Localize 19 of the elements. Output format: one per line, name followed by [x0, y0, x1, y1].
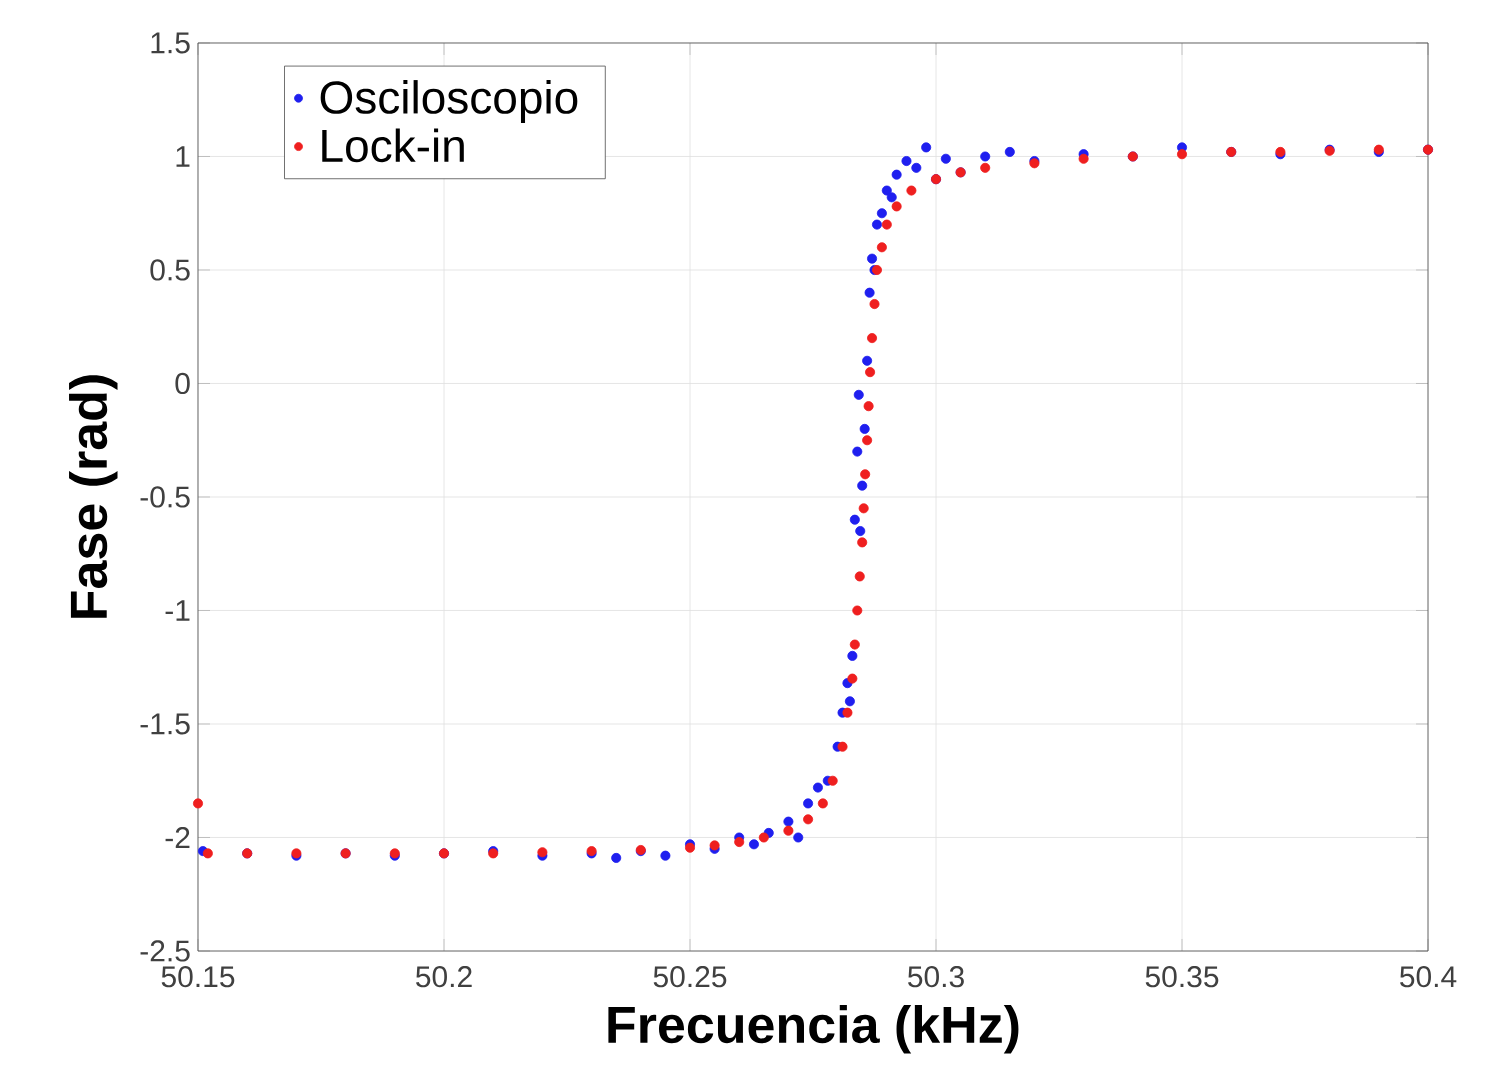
legend-label: Osciloscopio — [320, 80, 578, 123]
x-tick-label: 50.15 — [161, 966, 235, 988]
x-tick-label: 50.2 — [416, 966, 472, 988]
y-tick-label: 0.5 — [150, 259, 190, 281]
y-tick-label: 1.5 — [151, 32, 190, 54]
x-tick-label: 50.3 — [908, 966, 964, 988]
y-tick-label: 0 — [175, 372, 190, 395]
x-tick-label: 50.25 — [653, 966, 727, 988]
x-tick-label: 50.4 — [1400, 966, 1457, 988]
x-axis-title: Frecuencia (kHz) — [608, 1005, 1019, 1054]
y-tick-label: 1 — [176, 146, 190, 167]
y-tick-label: -0.5 — [140, 486, 190, 508]
y-tick-label: -1 — [165, 600, 190, 621]
y-axis-title: Fase (rad) — [69, 375, 118, 618]
y-tick-label: -2 — [165, 827, 190, 848]
legend-label: Lock-in — [322, 128, 464, 163]
x-tick-label: 50.35 — [1145, 966, 1219, 988]
y-tick-label: -2.5 — [140, 940, 190, 962]
y-tick-label: -1.5 — [140, 713, 190, 735]
